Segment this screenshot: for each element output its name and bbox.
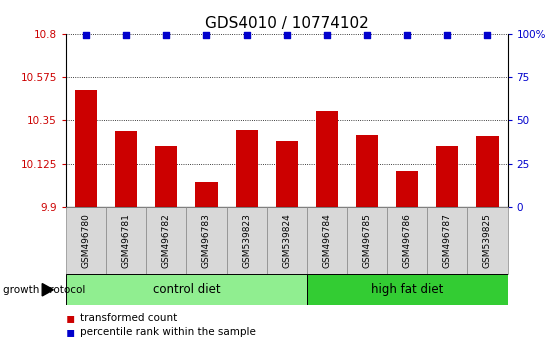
- Text: GSM496780: GSM496780: [82, 213, 91, 268]
- Text: GSM496782: GSM496782: [162, 213, 171, 268]
- Point: [122, 33, 131, 38]
- Text: GSM496784: GSM496784: [323, 213, 331, 268]
- Bar: [155, 147, 177, 207]
- Text: GSM496787: GSM496787: [443, 213, 452, 268]
- Text: percentile rank within the sample: percentile rank within the sample: [80, 327, 256, 337]
- Point: [402, 33, 411, 38]
- Point: [282, 33, 291, 38]
- Polygon shape: [42, 284, 54, 296]
- Text: GSM496785: GSM496785: [363, 213, 372, 268]
- Point: [162, 33, 171, 38]
- Point: [242, 33, 251, 38]
- Point: [202, 33, 211, 38]
- Text: ▪: ▪: [66, 311, 75, 325]
- Bar: [437, 147, 458, 207]
- Text: transformed count: transformed count: [80, 313, 177, 323]
- Text: ▪: ▪: [66, 325, 75, 339]
- Bar: [106, 207, 146, 274]
- Text: GSM496786: GSM496786: [402, 213, 412, 268]
- Text: GSM539825: GSM539825: [483, 213, 492, 268]
- Bar: [196, 182, 217, 207]
- Bar: [307, 274, 508, 305]
- Text: GSM539824: GSM539824: [282, 213, 291, 268]
- Bar: [235, 130, 258, 207]
- Bar: [467, 207, 508, 274]
- Bar: [356, 135, 378, 207]
- Bar: [75, 90, 97, 207]
- Text: GSM496781: GSM496781: [122, 213, 131, 268]
- Bar: [387, 207, 427, 274]
- Text: GSM496783: GSM496783: [202, 213, 211, 268]
- Text: control diet: control diet: [153, 283, 220, 296]
- Bar: [476, 136, 499, 207]
- Title: GDS4010 / 10774102: GDS4010 / 10774102: [205, 16, 368, 31]
- Point: [323, 33, 331, 38]
- Bar: [226, 207, 267, 274]
- Point: [363, 33, 372, 38]
- Bar: [66, 207, 106, 274]
- Text: high fat diet: high fat diet: [371, 283, 443, 296]
- Bar: [276, 141, 298, 207]
- Bar: [115, 131, 137, 207]
- Bar: [396, 171, 418, 207]
- Bar: [66, 274, 307, 305]
- Bar: [307, 207, 347, 274]
- Bar: [186, 207, 226, 274]
- Text: growth protocol: growth protocol: [3, 285, 85, 295]
- Bar: [347, 207, 387, 274]
- Bar: [427, 207, 467, 274]
- Point: [483, 33, 492, 38]
- Text: GSM539823: GSM539823: [242, 213, 251, 268]
- Bar: [146, 207, 186, 274]
- Bar: [267, 207, 307, 274]
- Point: [82, 33, 91, 38]
- Point: [443, 33, 452, 38]
- Bar: [316, 111, 338, 207]
